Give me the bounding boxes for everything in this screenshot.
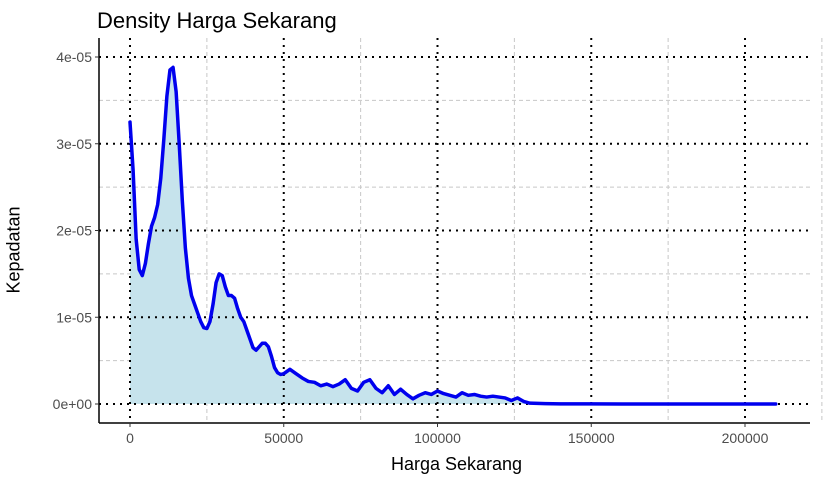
x-tick-label: 150000 <box>568 430 615 446</box>
y-tick-label: 0e+00 <box>53 396 93 412</box>
x-axis-label: Harga Sekarang <box>390 454 523 474</box>
x-tick-label: 200000 <box>722 430 769 446</box>
y-tick-label: 4e-05 <box>56 49 92 65</box>
chart-title: Density Harga Sekarang <box>97 8 337 33</box>
x-tick-label: 0 <box>126 430 134 446</box>
x-tick-label: 50000 <box>264 430 303 446</box>
y-tick-label: 1e-05 <box>56 309 92 325</box>
density-line <box>128 65 778 406</box>
y-tick-label: 3e-05 <box>56 136 92 152</box>
x-tick-label: 100000 <box>414 430 461 446</box>
density-area <box>130 67 776 404</box>
y-tick-label: 2e-05 <box>56 223 92 239</box>
